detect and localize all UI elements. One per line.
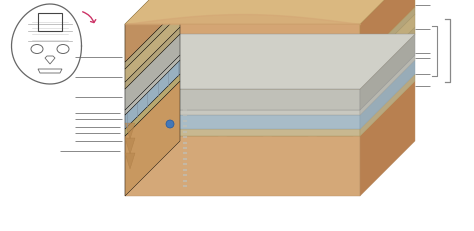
Polygon shape xyxy=(360,27,415,89)
Polygon shape xyxy=(45,56,55,64)
Polygon shape xyxy=(360,14,415,82)
Polygon shape xyxy=(227,120,263,136)
Polygon shape xyxy=(125,69,360,82)
Polygon shape xyxy=(360,74,415,136)
Polygon shape xyxy=(125,153,135,169)
Polygon shape xyxy=(125,89,360,110)
Polygon shape xyxy=(125,34,180,110)
Polygon shape xyxy=(125,110,360,115)
Polygon shape xyxy=(38,69,62,73)
Polygon shape xyxy=(272,120,308,136)
Bar xyxy=(38,13,62,31)
Circle shape xyxy=(166,120,174,128)
Polygon shape xyxy=(360,60,415,129)
Polygon shape xyxy=(125,81,180,196)
Ellipse shape xyxy=(57,45,69,54)
Polygon shape xyxy=(125,115,360,129)
Polygon shape xyxy=(125,0,415,24)
Ellipse shape xyxy=(176,0,364,3)
Polygon shape xyxy=(125,55,180,115)
Polygon shape xyxy=(360,34,415,110)
Polygon shape xyxy=(360,81,415,196)
Polygon shape xyxy=(125,138,135,154)
Polygon shape xyxy=(125,60,180,129)
Polygon shape xyxy=(182,120,218,136)
Polygon shape xyxy=(125,34,415,89)
Polygon shape xyxy=(125,14,180,82)
Polygon shape xyxy=(360,7,415,69)
Polygon shape xyxy=(137,120,173,136)
Polygon shape xyxy=(125,27,180,89)
Polygon shape xyxy=(125,136,360,196)
Polygon shape xyxy=(125,0,180,62)
Polygon shape xyxy=(125,62,360,69)
Polygon shape xyxy=(317,120,353,136)
Polygon shape xyxy=(125,24,360,62)
Polygon shape xyxy=(125,74,180,136)
Polygon shape xyxy=(360,0,415,62)
Polygon shape xyxy=(125,129,360,136)
Polygon shape xyxy=(360,55,415,115)
Polygon shape xyxy=(125,7,180,69)
Polygon shape xyxy=(125,123,135,139)
Polygon shape xyxy=(125,82,360,89)
Ellipse shape xyxy=(31,45,43,54)
